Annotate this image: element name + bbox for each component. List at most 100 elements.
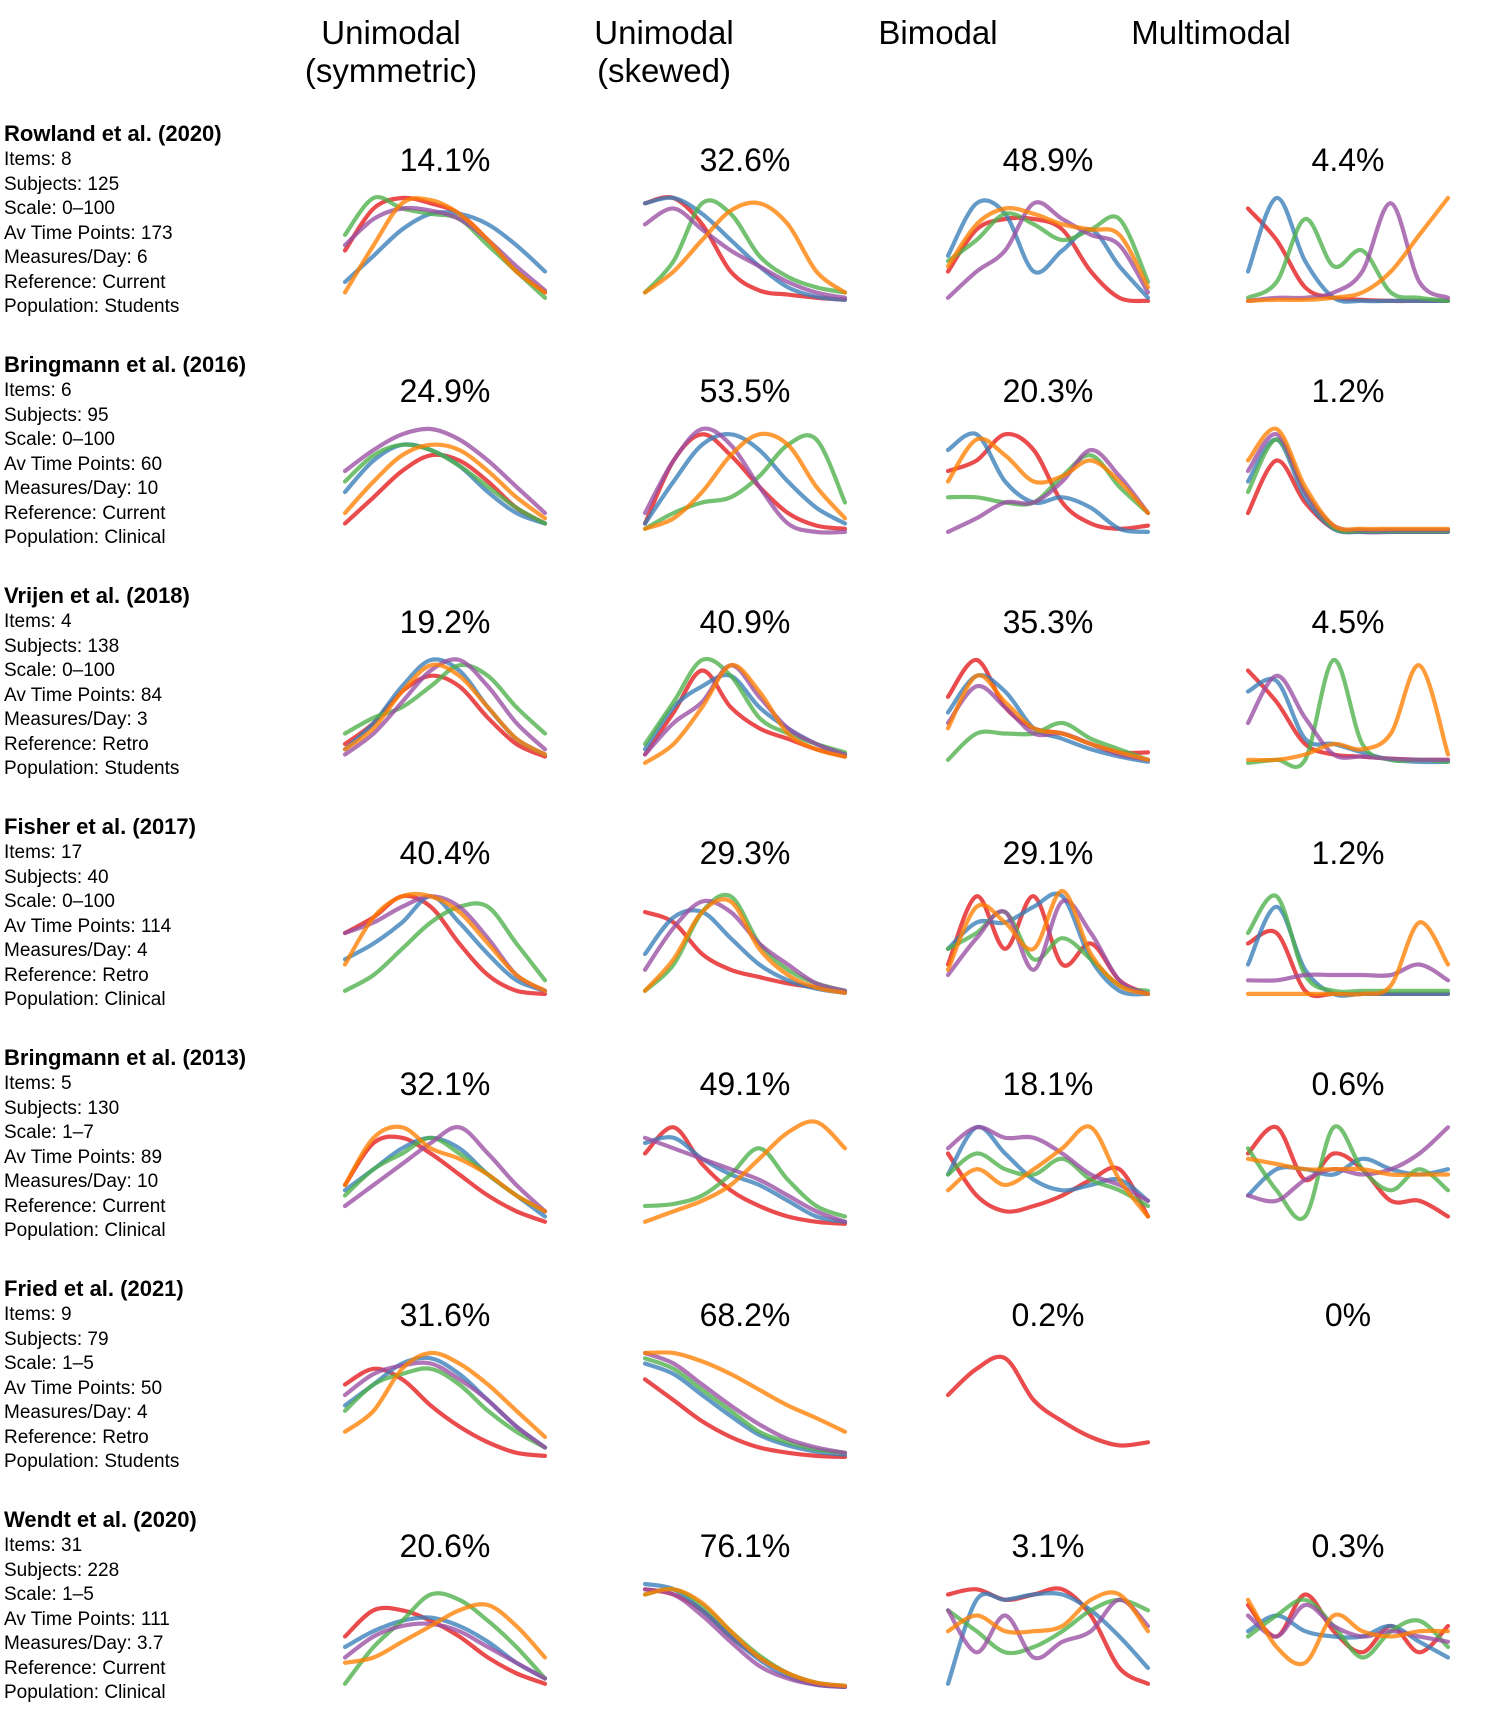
- study-meta-line: Population: Clinical: [4, 989, 166, 1010]
- density-curve-green: [642, 198, 848, 295]
- density-curve-red: [945, 215, 1151, 304]
- density-plot: [642, 1350, 848, 1460]
- density-curve-green: [1245, 216, 1451, 303]
- percentage-label: 18.1%: [1002, 1066, 1094, 1102]
- density-plot: [945, 198, 1151, 304]
- study-meta-line: Reference: Retro: [4, 964, 149, 986]
- density-curve-green: [1245, 893, 1451, 995]
- density-curve-red: [945, 1151, 1151, 1219]
- study-meta-line: Av Time Points: 60: [4, 453, 163, 475]
- study-meta-line: Population: Students: [4, 758, 180, 779]
- percentage-label: 4.4%: [1311, 142, 1385, 178]
- density-curve-orange: [342, 662, 548, 757]
- density-curve-green: [342, 1366, 548, 1450]
- study-meta-line: Items: 31: [4, 1535, 83, 1556]
- density-curve-green: [945, 1597, 1151, 1656]
- density-curve-purple: [1245, 962, 1451, 983]
- study-info: Vrijen et al. (2018) Items: 4 Subjects: 13…: [4, 582, 334, 782]
- study-meta-line: Population: Students: [4, 296, 180, 317]
- study-name: Rowland et al. (2020): [4, 121, 222, 146]
- density-curve-orange: [1245, 1597, 1451, 1667]
- study-meta-line: Scale: 0–100: [4, 429, 115, 450]
- study-meta-line: Measures/Day: 6: [4, 247, 148, 268]
- density-curve-red: [642, 1377, 848, 1460]
- density-curve-green: [342, 901, 548, 993]
- density-curve-orange: [945, 1124, 1151, 1219]
- density-curve-orange: [642, 200, 848, 295]
- density-curve-purple: [642, 1350, 848, 1455]
- density-curve-green: [945, 720, 1151, 762]
- density-curve-orange: [342, 891, 548, 993]
- study-name: Wendt et al. (2020): [4, 1507, 197, 1532]
- percentage-label: 32.1%: [399, 1066, 491, 1102]
- density-plot: [1245, 426, 1451, 535]
- percentage-label: 40.4%: [399, 835, 491, 871]
- density-plot: [342, 194, 548, 300]
- density-curve-red: [642, 1587, 848, 1689]
- density-curve-purple: [945, 1597, 1151, 1661]
- density-curve-purple: [642, 426, 848, 535]
- percentage-label: 68.2%: [699, 1297, 791, 1333]
- density-curve-purple: [342, 1125, 548, 1214]
- density-curve-orange: [642, 1350, 848, 1434]
- density-curve-blue: [1245, 904, 1451, 998]
- study-name: Fisher et al. (2017): [4, 814, 196, 839]
- study-name: Bringmann et al. (2016): [4, 352, 247, 377]
- percentage-label: 3.1%: [1011, 1528, 1085, 1564]
- percentage-label: 0.3%: [1311, 1528, 1385, 1564]
- study-meta-line: Scale: 0–100: [4, 198, 115, 219]
- study-meta-line: Av Time Points: 84: [4, 684, 163, 706]
- density-curve-orange: [1245, 426, 1451, 532]
- density-curve-blue: [342, 894, 548, 993]
- percentage-label: 0%: [1324, 1297, 1372, 1333]
- density-curve-green: [642, 1356, 848, 1455]
- density-plot: [945, 431, 1151, 534]
- percentage-label: 20.6%: [399, 1528, 491, 1564]
- study-meta-line: Scale: 1–7: [4, 1122, 94, 1143]
- density-curve-green: [642, 1146, 848, 1219]
- density-curve-orange: [342, 442, 548, 521]
- study-meta-line: Measures/Day: 10: [4, 478, 159, 499]
- density-plot: [342, 657, 548, 759]
- study-meta-line: Subjects: 130: [4, 1097, 120, 1119]
- density-curve-blue: [1245, 437, 1451, 535]
- study-meta-line: Subjects: 228: [4, 1559, 120, 1581]
- percentage-label: 53.5%: [699, 373, 791, 409]
- density-curve-green: [1245, 437, 1451, 534]
- density-curve-purple: [945, 1125, 1151, 1203]
- percentage-label: 40.9%: [699, 604, 791, 640]
- percentage-label: 29.1%: [1002, 835, 1094, 871]
- study-meta-line: Measures/Day: 3.7: [4, 1633, 164, 1654]
- density-curve-purple: [342, 657, 548, 757]
- density-curve-orange: [642, 1586, 848, 1688]
- percentage-label: 48.9%: [1002, 142, 1094, 178]
- density-curve-green: [642, 1586, 848, 1688]
- density-plot: [945, 1354, 1151, 1448]
- study-meta-line: Subjects: 40: [4, 866, 109, 888]
- density-curve-red: [342, 1134, 548, 1224]
- percentage-label: 35.3%: [1002, 604, 1094, 640]
- density-curve-orange: [642, 431, 848, 531]
- density-plot: [642, 426, 848, 535]
- density-curve-blue: [642, 1361, 848, 1457]
- density-curve-orange: [342, 1350, 548, 1440]
- study-meta-line: Av Time Points: 89: [4, 1146, 163, 1168]
- study-meta-line: Items: 4: [4, 611, 72, 632]
- percentage-label: 20.3%: [1002, 373, 1094, 409]
- study-info: Wendt et al. (2020) Items: 31 Subjects: 22…: [4, 1506, 334, 1706]
- density-curve-orange: [342, 1124, 548, 1214]
- study-meta-line: Subjects: 138: [4, 635, 120, 657]
- density-curve-orange: [945, 1590, 1151, 1635]
- study-name: Bringmann et al. (2013): [4, 1045, 247, 1070]
- study-meta-line: Subjects: 95: [4, 404, 109, 426]
- column-header-unimodal-symmetric: Unimodal (symmetric): [304, 14, 478, 89]
- study-info: Bringmann et al. (2013) Items: 5 Subjects:…: [4, 1044, 334, 1244]
- study-meta-line: Av Time Points: 50: [4, 1377, 163, 1399]
- density-plot: [342, 1350, 548, 1458]
- study-meta-line: Items: 6: [4, 380, 72, 401]
- study-meta-line: Scale: 1–5: [4, 1353, 94, 1374]
- density-curve-blue: [642, 1581, 848, 1689]
- density-curve-orange: [1245, 195, 1451, 303]
- density-plot: [342, 1591, 548, 1686]
